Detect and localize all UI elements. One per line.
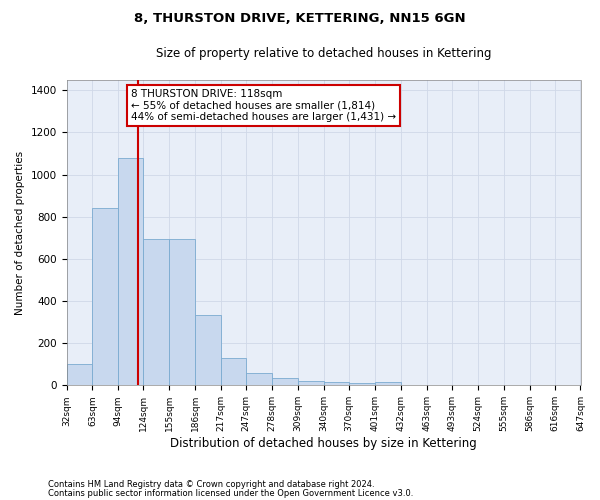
Bar [169, 239, 195, 386]
Bar [221, 358, 246, 386]
Bar [375, 382, 401, 386]
Bar [195, 314, 221, 386]
Bar [246, 372, 272, 386]
Bar [349, 383, 375, 386]
X-axis label: Distribution of detached houses by size in Kettering: Distribution of detached houses by size … [170, 437, 477, 450]
Bar [67, 364, 92, 386]
Text: 8, THURSTON DRIVE, KETTERING, NN15 6GN: 8, THURSTON DRIVE, KETTERING, NN15 6GN [134, 12, 466, 26]
Bar [92, 208, 118, 386]
Title: Size of property relative to detached houses in Kettering: Size of property relative to detached ho… [156, 48, 491, 60]
Y-axis label: Number of detached properties: Number of detached properties [15, 150, 25, 314]
Text: Contains HM Land Registry data © Crown copyright and database right 2024.: Contains HM Land Registry data © Crown c… [48, 480, 374, 489]
Bar [298, 381, 324, 386]
Bar [272, 378, 298, 386]
Bar [118, 158, 143, 386]
Bar [324, 382, 349, 386]
Text: 8 THURSTON DRIVE: 118sqm
← 55% of detached houses are smaller (1,814)
44% of sem: 8 THURSTON DRIVE: 118sqm ← 55% of detach… [131, 89, 396, 122]
Bar [143, 239, 169, 386]
Text: Contains public sector information licensed under the Open Government Licence v3: Contains public sector information licen… [48, 488, 413, 498]
